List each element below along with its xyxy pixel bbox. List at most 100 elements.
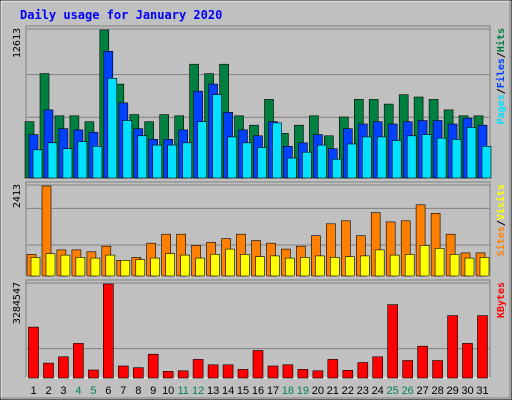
middle-bar-visits-day-18 bbox=[285, 257, 295, 277]
middle-bar-visits-day-24 bbox=[374, 249, 385, 277]
top-legend-hits: Hits bbox=[495, 28, 507, 52]
middle-bar-visits-day-4 bbox=[75, 257, 86, 277]
top-bar-pages-day-24 bbox=[376, 136, 387, 179]
x-tick-label-day-9: 9 bbox=[150, 385, 156, 397]
bottom-bar-kbytes-day-17 bbox=[267, 365, 279, 379]
bottom-bar-kbytes-day-4 bbox=[73, 343, 84, 379]
bottom-bar-kbytes-day-29 bbox=[447, 315, 458, 379]
top-panel: 12613 Pages/Files/Hits bbox=[12, 25, 507, 179]
middle-bar-visits-day-6 bbox=[105, 254, 116, 277]
top-bar-pages-day-14 bbox=[227, 136, 237, 179]
middle-bar-visits-day-30 bbox=[464, 257, 475, 277]
top-bar-pages-day-2 bbox=[47, 142, 58, 179]
x-tick-label-day-17: 17 bbox=[267, 385, 279, 397]
x-tick-label-day-7: 7 bbox=[120, 385, 126, 397]
middle-bar-visits-day-25 bbox=[389, 254, 400, 277]
middle-bar-visits-day-17 bbox=[270, 255, 280, 277]
middle-panel: 2413 Sites/Visits bbox=[12, 181, 507, 277]
top-bar-pages-day-9 bbox=[152, 144, 162, 179]
x-tick-label-day-16: 16 bbox=[252, 385, 264, 397]
middle-bar-visits-day-12 bbox=[195, 257, 205, 277]
middle-bar-visits-day-15 bbox=[240, 254, 250, 277]
top-bar-pages-day-18 bbox=[287, 157, 297, 179]
x-tick-label-day-24: 24 bbox=[372, 385, 384, 397]
top-bar-pages-day-10 bbox=[167, 144, 177, 179]
top-bar-pages-day-6 bbox=[107, 78, 118, 179]
middle-bar-visits-day-13 bbox=[210, 254, 220, 277]
middle-bar-visits-day-31 bbox=[479, 257, 490, 277]
x-tick-label-day-11: 11 bbox=[177, 385, 188, 397]
x-tick-label-day-21: 21 bbox=[327, 385, 339, 397]
middle-bar-visits-day-19 bbox=[300, 257, 310, 277]
chart-title: Daily usage for January 2020 bbox=[20, 8, 222, 22]
bottom-bar-kbytes-day-26 bbox=[402, 360, 414, 379]
x-tick-label-day-15: 15 bbox=[237, 385, 249, 397]
top-bar-pages-day-25 bbox=[391, 140, 402, 179]
bottom-bar-kbytes-day-18 bbox=[282, 364, 294, 379]
top-bar-pages-day-12 bbox=[197, 121, 207, 179]
middle-bar-visits-day-20 bbox=[315, 255, 325, 277]
bottom-y-max-label: 3284547 bbox=[12, 282, 23, 324]
top-bar-pages-day-19 bbox=[302, 151, 312, 179]
x-tick-label-day-3: 3 bbox=[60, 385, 66, 397]
middle-bar-visits-day-16 bbox=[255, 256, 265, 277]
top-bar-pages-day-28 bbox=[436, 137, 447, 179]
top-bar-pages-day-16 bbox=[257, 147, 267, 179]
top-legend: Pages/Files/Hits bbox=[495, 28, 507, 124]
bottom-bar-kbytes-day-1 bbox=[28, 326, 39, 379]
x-tick-label-day-2: 2 bbox=[45, 385, 51, 397]
middle-bar-visits-day-23 bbox=[359, 255, 370, 277]
bottom-bar-kbytes-day-3 bbox=[58, 356, 69, 379]
middle-legend-visits: Visits bbox=[495, 184, 507, 220]
top-bar-pages-day-11 bbox=[182, 142, 192, 179]
middle-bar-visits-day-14 bbox=[225, 248, 235, 277]
middle-bar-visits-day-11 bbox=[180, 254, 190, 277]
bottom-bar-kbytes-day-22 bbox=[342, 369, 354, 379]
top-bar-pages-day-4 bbox=[77, 141, 88, 179]
bottom-bar-kbytes-day-14 bbox=[222, 364, 234, 379]
bottom-bar-kbytes-day-5 bbox=[88, 369, 99, 379]
middle-bar-visits-day-22 bbox=[344, 256, 355, 277]
top-bar-pages-day-13 bbox=[212, 94, 222, 179]
x-tick-label-day-29: 29 bbox=[446, 385, 458, 397]
top-bar-pages-day-23 bbox=[361, 136, 372, 179]
x-axis-day-labels: 1 2 3 4 5 6 7 8 9 10 11 12 13 14 15 16 17 18 19 20 21 22 23 24 2… bbox=[30, 385, 488, 397]
x-tick-label-day-31: 31 bbox=[476, 385, 488, 397]
middle-bar-visits-day-8 bbox=[135, 259, 146, 277]
middle-bar-visits-day-5 bbox=[90, 257, 101, 277]
middle-series-visits bbox=[30, 245, 490, 277]
top-bar-pages-day-29 bbox=[451, 139, 462, 179]
top-bar-pages-day-8 bbox=[137, 135, 148, 179]
middle-bar-visits-day-3 bbox=[60, 254, 71, 277]
top-y-max-label: 12613 bbox=[12, 28, 23, 58]
middle-legend-separator: / bbox=[496, 220, 507, 226]
top-legend-separator: / bbox=[496, 88, 507, 94]
bottom-bar-kbytes-day-11 bbox=[177, 370, 189, 379]
x-tick-label-day-4: 4 bbox=[75, 385, 81, 397]
top-bar-pages-day-26 bbox=[406, 135, 417, 179]
x-tick-label-day-25: 25 bbox=[387, 385, 399, 397]
bottom-legend-kbytes: KBytes bbox=[496, 282, 507, 318]
bottom-bar-kbytes-day-20 bbox=[312, 370, 324, 379]
middle-legend: Sites/Visits bbox=[495, 184, 507, 256]
middle-bar-visits-day-7 bbox=[120, 259, 131, 277]
x-tick-label-day-10: 10 bbox=[162, 385, 174, 397]
top-bar-pages-day-5 bbox=[92, 146, 103, 179]
x-tick-label-day-13: 13 bbox=[207, 385, 219, 397]
top-legend-files: Files bbox=[495, 58, 507, 88]
top-bar-pages-day-17 bbox=[272, 122, 282, 179]
bottom-bar-kbytes-day-23 bbox=[357, 362, 369, 379]
top-legend-separator: / bbox=[496, 52, 507, 58]
x-tick-label-day-5: 5 bbox=[90, 385, 96, 397]
x-tick-label-day-1: 1 bbox=[30, 385, 36, 397]
middle-bar-visits-day-1 bbox=[30, 257, 41, 277]
bottom-bar-kbytes-day-24 bbox=[372, 356, 384, 379]
x-tick-label-day-28: 28 bbox=[431, 385, 443, 397]
middle-bar-visits-day-21 bbox=[329, 257, 340, 277]
bottom-bar-kbytes-day-15 bbox=[237, 369, 249, 379]
x-tick-label-day-14: 14 bbox=[222, 385, 234, 397]
bottom-bar-kbytes-day-13 bbox=[207, 364, 219, 379]
middle-bar-visits-day-10 bbox=[165, 253, 175, 277]
top-bar-pages-day-31 bbox=[481, 146, 492, 179]
top-bar-pages-day-27 bbox=[421, 134, 432, 179]
